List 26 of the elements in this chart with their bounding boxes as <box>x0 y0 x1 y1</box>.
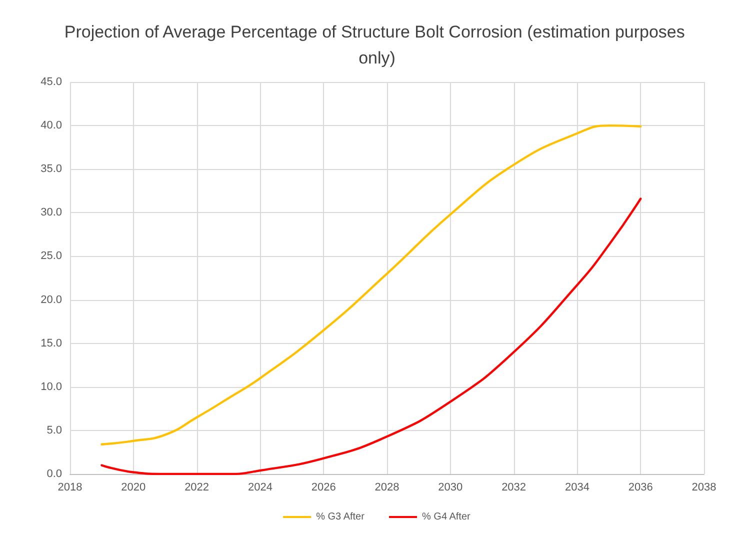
y-tick-label: 25.0 <box>40 250 62 262</box>
x-tick-label: 2026 <box>311 482 336 494</box>
y-tick-label: 10.0 <box>40 380 62 393</box>
line-series <box>100 124 642 446</box>
x-tick-label: 2032 <box>502 482 526 494</box>
x-tick-label: 2030 <box>438 482 463 494</box>
y-tick-label: 5.0 <box>46 424 62 436</box>
x-tick-label: 2028 <box>374 482 400 494</box>
x-tick-label: 2020 <box>121 482 146 494</box>
legend-label: % G4 After <box>422 512 472 522</box>
y-tick-label: 20.0 <box>40 294 62 306</box>
legend-label: % G3 After <box>316 512 366 522</box>
line-series <box>100 198 642 476</box>
y-tick-label: 30.0 <box>40 206 62 219</box>
x-tick-label: 2038 <box>692 482 716 494</box>
x-tick-label: 2018 <box>58 482 82 494</box>
x-tick-label: 2036 <box>628 482 653 494</box>
x-tick-label: 2022 <box>184 482 210 494</box>
y-tick-label: 0.0 <box>46 468 62 480</box>
y-tick-label: 40.0 <box>40 120 62 132</box>
y-tick-label: 45.0 <box>40 76 62 88</box>
x-tick-label: 2024 <box>248 482 272 494</box>
y-tick-label: 15.0 <box>40 337 62 350</box>
x-tick-label: 2034 <box>564 482 590 494</box>
y-tick-label: 35.0 <box>40 163 62 176</box>
chart-title: Projection of Average Percentage of Structure Bolt Corrosion (estimation purposes only) <box>64 22 690 68</box>
